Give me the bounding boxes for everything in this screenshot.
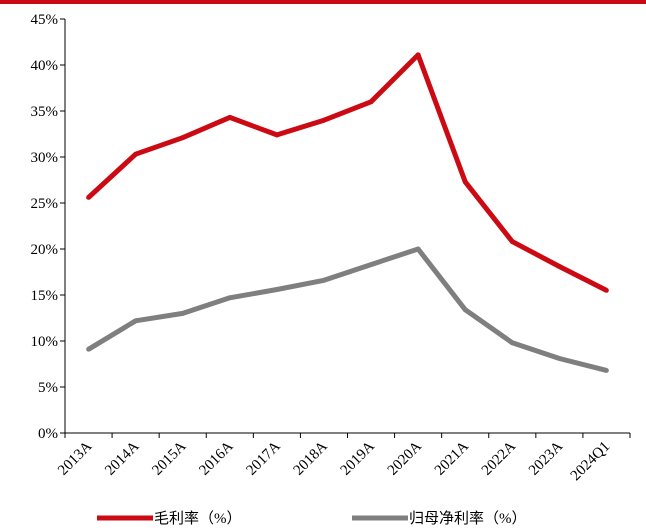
series-line-2 — [87, 246, 608, 373]
y-tick-label: 25% — [31, 196, 59, 212]
data-point — [227, 295, 233, 301]
data-point — [133, 151, 139, 157]
data-point — [415, 246, 421, 252]
x-tick-label: 2023A — [526, 438, 566, 478]
axes — [64, 19, 630, 434]
y-tick-label: 35% — [31, 104, 59, 120]
y-tick-label: 20% — [31, 242, 59, 258]
x-tick-label: 2020A — [385, 438, 425, 478]
data-point — [180, 135, 186, 141]
data-point — [415, 52, 421, 58]
y-tick-label: 15% — [31, 288, 59, 304]
data-point — [133, 318, 139, 324]
data-point — [274, 287, 280, 292]
y-tick-label: 40% — [31, 58, 59, 74]
data-point — [86, 195, 91, 200]
y-axis-ticks: 0% 5% 10% 15% 20% 25% 30% 35% 40% 45% — [31, 12, 65, 442]
x-tick-label: 2019A — [338, 438, 378, 478]
legend: 毛利率（%） 归母净利率（%） — [97, 510, 527, 527]
data-point — [321, 117, 327, 123]
data-point — [604, 288, 609, 293]
x-tick-label: 2014A — [102, 438, 142, 478]
data-point — [604, 368, 609, 373]
x-tick-label: 2017A — [244, 438, 284, 478]
legend-label: 归母净利率（%） — [409, 510, 527, 527]
x-tick-label: 2022A — [479, 438, 519, 478]
x-axis-ticks: 2013A 2014A 2015A 2016A 2017A 2018A 2019A 2020A… — [55, 433, 631, 484]
x-tick-label: 2016A — [196, 438, 236, 478]
x-tick-label: 2018A — [291, 438, 331, 478]
top-accent-bar — [0, 0, 646, 4]
data-point — [509, 340, 515, 346]
x-tick-label: 2024Q1 — [568, 439, 613, 484]
y-tick-label: 10% — [31, 334, 59, 350]
data-point — [556, 264, 562, 269]
data-point — [274, 132, 280, 138]
x-tick-label: 2021A — [432, 438, 472, 478]
data-point — [368, 99, 374, 105]
data-point — [86, 346, 91, 352]
data-point — [509, 239, 515, 245]
y-tick-label: 5% — [38, 380, 58, 396]
data-point — [556, 356, 562, 361]
legend-label: 毛利率（%） — [154, 510, 242, 527]
data-point — [227, 115, 233, 120]
series-lines — [86, 52, 609, 373]
y-tick-label: 30% — [31, 150, 59, 166]
data-point — [368, 262, 374, 268]
data-point — [462, 307, 468, 313]
y-tick-label: 45% — [31, 12, 59, 28]
y-tick-label: 0% — [38, 426, 58, 442]
data-point — [321, 277, 327, 283]
data-point — [462, 179, 468, 185]
data-point — [180, 311, 186, 316]
x-tick-label: 2013A — [55, 438, 95, 478]
x-tick-label: 2015A — [149, 438, 189, 478]
series-line-1 — [86, 52, 608, 293]
